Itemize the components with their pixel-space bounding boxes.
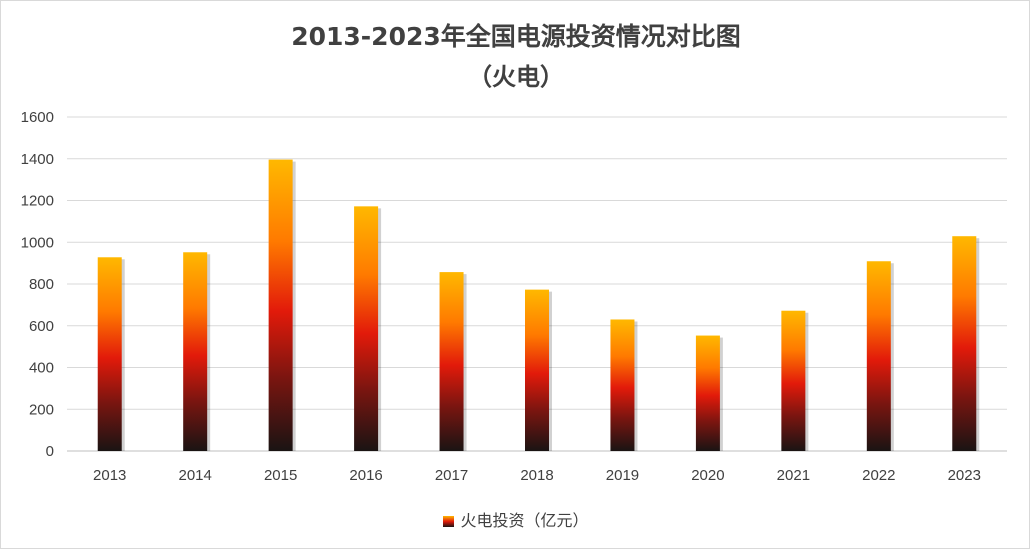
y-tick-label: 1200 [21, 193, 54, 210]
x-tick-label: 2018 [520, 467, 553, 484]
bar [610, 319, 635, 451]
bar [781, 310, 806, 451]
bar [354, 206, 379, 451]
x-tick-label: 2019 [606, 467, 639, 484]
bar [952, 236, 977, 451]
bar [183, 252, 208, 451]
bar [525, 289, 549, 451]
x-tick-label: 2015 [264, 467, 297, 484]
x-axis: 2013 2014 2015 2016 2017 2018 2019 2020 2021 2022… [93, 467, 981, 484]
y-tick-label: 0 [46, 443, 54, 460]
x-tick-label: 2023 [948, 467, 981, 484]
legend-swatch [443, 516, 455, 527]
bar [97, 257, 122, 451]
y-tick-label: 800 [29, 276, 54, 293]
chart-title: 2013-2023年全国电源投资情况对比图 [291, 22, 741, 51]
bar [268, 159, 293, 451]
y-tick-label: 1400 [21, 151, 54, 168]
x-tick-label: 2016 [349, 467, 382, 484]
y-tick-label: 200 [29, 401, 54, 418]
bar [439, 272, 464, 451]
x-tick-label: 2017 [435, 467, 468, 484]
bar [695, 335, 720, 451]
bars [97, 159, 980, 451]
x-tick-label: 2022 [862, 467, 895, 484]
x-tick-label: 2021 [777, 467, 810, 484]
y-axis: 0 200 400 600 800 1000 1200 1400 1600 [21, 109, 54, 460]
x-tick-label: 2020 [691, 467, 724, 484]
legend-label: 火电投资（亿元） [460, 511, 589, 530]
bar [866, 261, 891, 451]
chart-subtitle: （火电） [468, 63, 564, 91]
y-tick-label: 1000 [21, 234, 54, 251]
y-tick-label: 1600 [21, 109, 54, 126]
x-tick-label: 2014 [178, 467, 211, 484]
y-tick-label: 600 [29, 318, 54, 335]
y-tick-label: 400 [29, 360, 54, 377]
x-tick-label: 2013 [93, 467, 126, 484]
legend: 火电投资（亿元） [1, 507, 1030, 531]
